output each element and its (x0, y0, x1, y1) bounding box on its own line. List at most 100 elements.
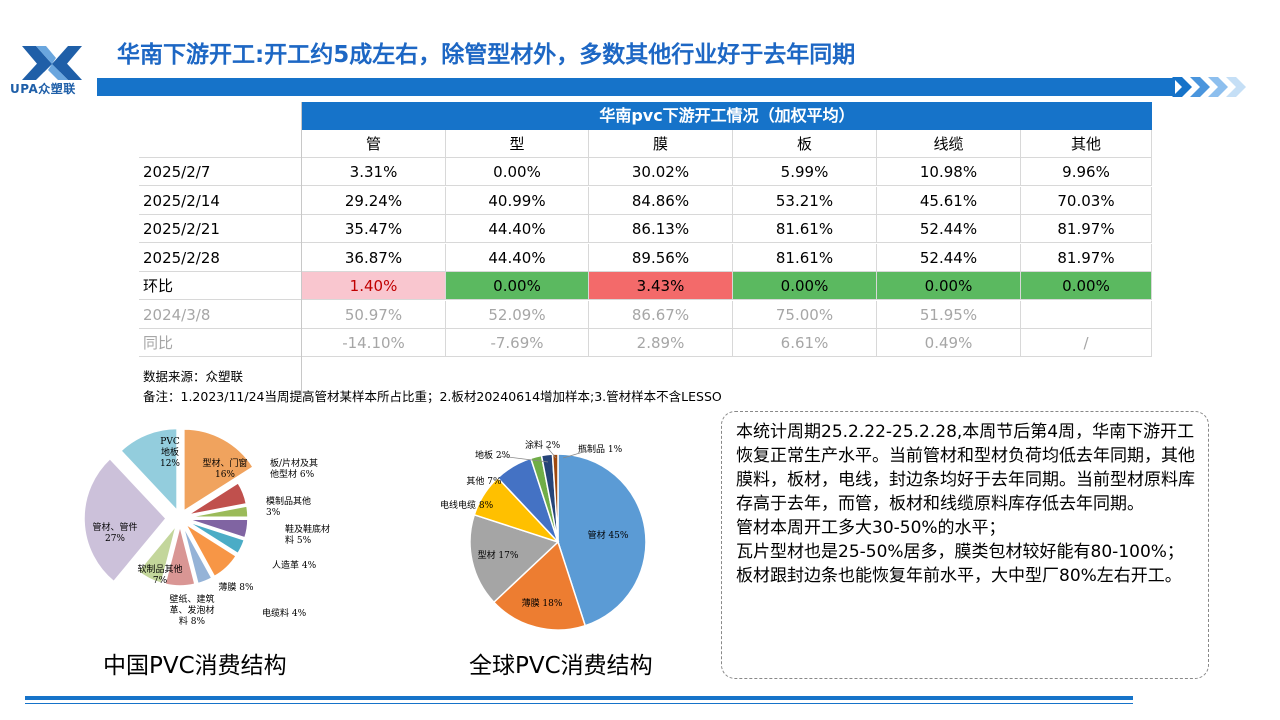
table-cell: 75.00% (733, 300, 877, 329)
table-cell: 86.67% (589, 300, 733, 329)
pie-slice-label: 16% (215, 470, 235, 480)
table-cell: 81.97% (1021, 243, 1152, 272)
pie-slice (492, 540, 587, 631)
pie-slice (187, 505, 249, 518)
table-cell: 板 (733, 130, 877, 158)
table-cell: 35.47% (302, 215, 446, 243)
global-pie-caption: 全球PVC消费结构 (469, 653, 653, 679)
pie-slice-label: 12% (160, 459, 180, 469)
table-cell: 9.96% (1021, 158, 1152, 186)
table-cell: 86.13% (589, 215, 733, 243)
pie-slice-label: 鞋及鞋底材 (285, 523, 330, 535)
table-cell: 0.00% (446, 158, 589, 186)
table-cell: 2.89% (589, 329, 733, 357)
pie-slice-label: 瓶制品 1% (578, 443, 623, 455)
leader-line (545, 445, 557, 459)
row-label-cell: 2024/3/8 (139, 300, 302, 329)
table-cell: 型 (446, 130, 589, 158)
pie-slice-label: 地板 (161, 446, 179, 458)
pie-slice-label: 地板 2% (475, 449, 511, 461)
table-row: 环比 1.40% 0.00% 3.43% 0.00% 0.00% 0.00% (139, 272, 1152, 300)
pie-slice-label: 薄膜 18% (522, 597, 563, 609)
table-cell: 40.99% (446, 186, 589, 215)
table-cell: 管 (302, 130, 446, 158)
table-cell: -7.69% (446, 329, 589, 357)
table-row: 2025/2/21 35.47% 44.40% 86.13% 81.61% 52.44% 8… (139, 215, 1152, 243)
chevron-arrows-icon (1172, 77, 1246, 97)
row-label-cell: 2025/2/21 (139, 215, 302, 243)
table-cell: 81.61% (733, 215, 877, 243)
row-label-cell: 2025/2/14 (139, 186, 302, 215)
pie-slice (182, 525, 213, 585)
pie-slice-label: 壁纸、建筑 (169, 593, 214, 605)
pie-slice-label: 革、发泡材 (169, 604, 214, 616)
table-header: 华南pvc下游开工情况（加权平均） (302, 102, 1152, 130)
pie-slice (183, 428, 255, 513)
pie-slice-label: 27% (105, 534, 125, 544)
table-cell: 6.61% (733, 329, 877, 357)
summary-paragraph: 本统计周期25.2.22-25.2.28,本周节后第4周，华南下游开工恢复正常生… (736, 422, 1195, 514)
summary-paragraph: 管材本周开工多大30-50%的水平； (736, 518, 1006, 538)
table-row: 2025/2/7 3.31% 0.00% 30.02% 5.99% 10.98% 9.96% (139, 158, 1152, 186)
summary-paragraph: 板材跟封边条也能恢复年前水平，大中型厂80%左右开工。 (736, 566, 1182, 586)
leader-line (499, 455, 549, 463)
upa-logo-icon (22, 46, 82, 80)
pie-slice-label: 电线电缆 8% (440, 499, 494, 511)
title-underline-bar (97, 78, 1175, 96)
summary-paragraph: 瓦片型材也是25-50%居多，膜类包材较好能有80-100%； (736, 542, 1184, 562)
table-cell: 84.86% (589, 186, 733, 215)
global-pvc-pie-chart: 管材 45% 薄膜 18% 型材 17% 电线电缆 8% 其他 7% 地板 2% 涂料 2%… (440, 439, 647, 631)
table-remark-note: 备注：1.2023/11/24当周提高管材某样本所占比重；2.板材2024061… (143, 389, 722, 404)
pie-slice-label: 软制品其他 (137, 563, 182, 575)
table-cell: 44.40% (446, 243, 589, 272)
row-label-cell: 2025/2/7 (139, 158, 302, 186)
pie-slice-label: 涂料 2% (525, 439, 561, 451)
row-label-cell (139, 130, 302, 158)
table-row: 2024/3/8 50.97% 52.09% 86.67% 75.00% 51.95% (139, 300, 1152, 329)
pie-slice (557, 453, 647, 627)
table-cell: 30.02% (589, 158, 733, 186)
table-row: 管型膜板线缆 其他 (139, 130, 1152, 158)
leader-line (562, 449, 591, 459)
table-cell: 3.43% (589, 272, 733, 300)
table-cell: 52.44% (877, 243, 1021, 272)
pie-slice-label: 管材、管件 (92, 521, 137, 533)
table-cell: 44.40% (446, 215, 589, 243)
pie-slice (83, 457, 168, 583)
pie-slice-label: 3% (266, 508, 281, 518)
pie-slice-label: 管材 45% (588, 529, 629, 541)
table-cell: 5.99% (733, 158, 877, 186)
pie-slice-label: 7% (153, 576, 168, 586)
table-cell: 0.00% (877, 272, 1021, 300)
table-cell: 0.00% (1021, 272, 1152, 300)
table-row: 2025/2/14 29.24% 40.99% 84.86% 53.21% 45.61% 7… (139, 186, 1152, 215)
table-cell: 1.40% (302, 272, 446, 300)
pie-slice (164, 525, 196, 587)
pie-slice-label: PVC (160, 437, 180, 447)
pie-slice-label: 其他 7% (466, 475, 502, 487)
table-cell (1021, 300, 1152, 329)
row-label-cell: 同比 (139, 329, 302, 357)
table-cell: 其他 (1021, 130, 1152, 158)
summary-textbox: 本统计周期25.2.22-25.2.28,本周节后第4周，华南下游开工恢复正常生… (721, 411, 1209, 679)
pie-slice (186, 520, 246, 555)
pie-slice (187, 481, 248, 516)
table-cell: 81.61% (733, 243, 877, 272)
table-cell: 3.31% (302, 158, 446, 186)
table-cell: -14.10% (302, 329, 446, 357)
table-cell: 0.00% (733, 272, 877, 300)
row-label-cell: 2025/2/28 (139, 243, 302, 272)
table-cell: 52.09% (446, 300, 589, 329)
table-cell: 线缆 (877, 130, 1021, 158)
table-source-note: 数据来源：众塑联 (143, 369, 244, 384)
pie-slice-label: 型材、门窗 (202, 457, 247, 469)
pie-slice (469, 513, 560, 604)
table-row: 同比 -14.10% -7.69% 2.89% 6.61% 0.49% / (139, 329, 1152, 357)
footer-line (25, 696, 1133, 700)
footer-line-thin (25, 703, 1133, 704)
pie-slice-label: 他型材 6% (270, 468, 315, 480)
table-cell: 0.00% (446, 272, 589, 300)
table-cell: / (1021, 329, 1152, 357)
pie-slice (137, 524, 178, 585)
